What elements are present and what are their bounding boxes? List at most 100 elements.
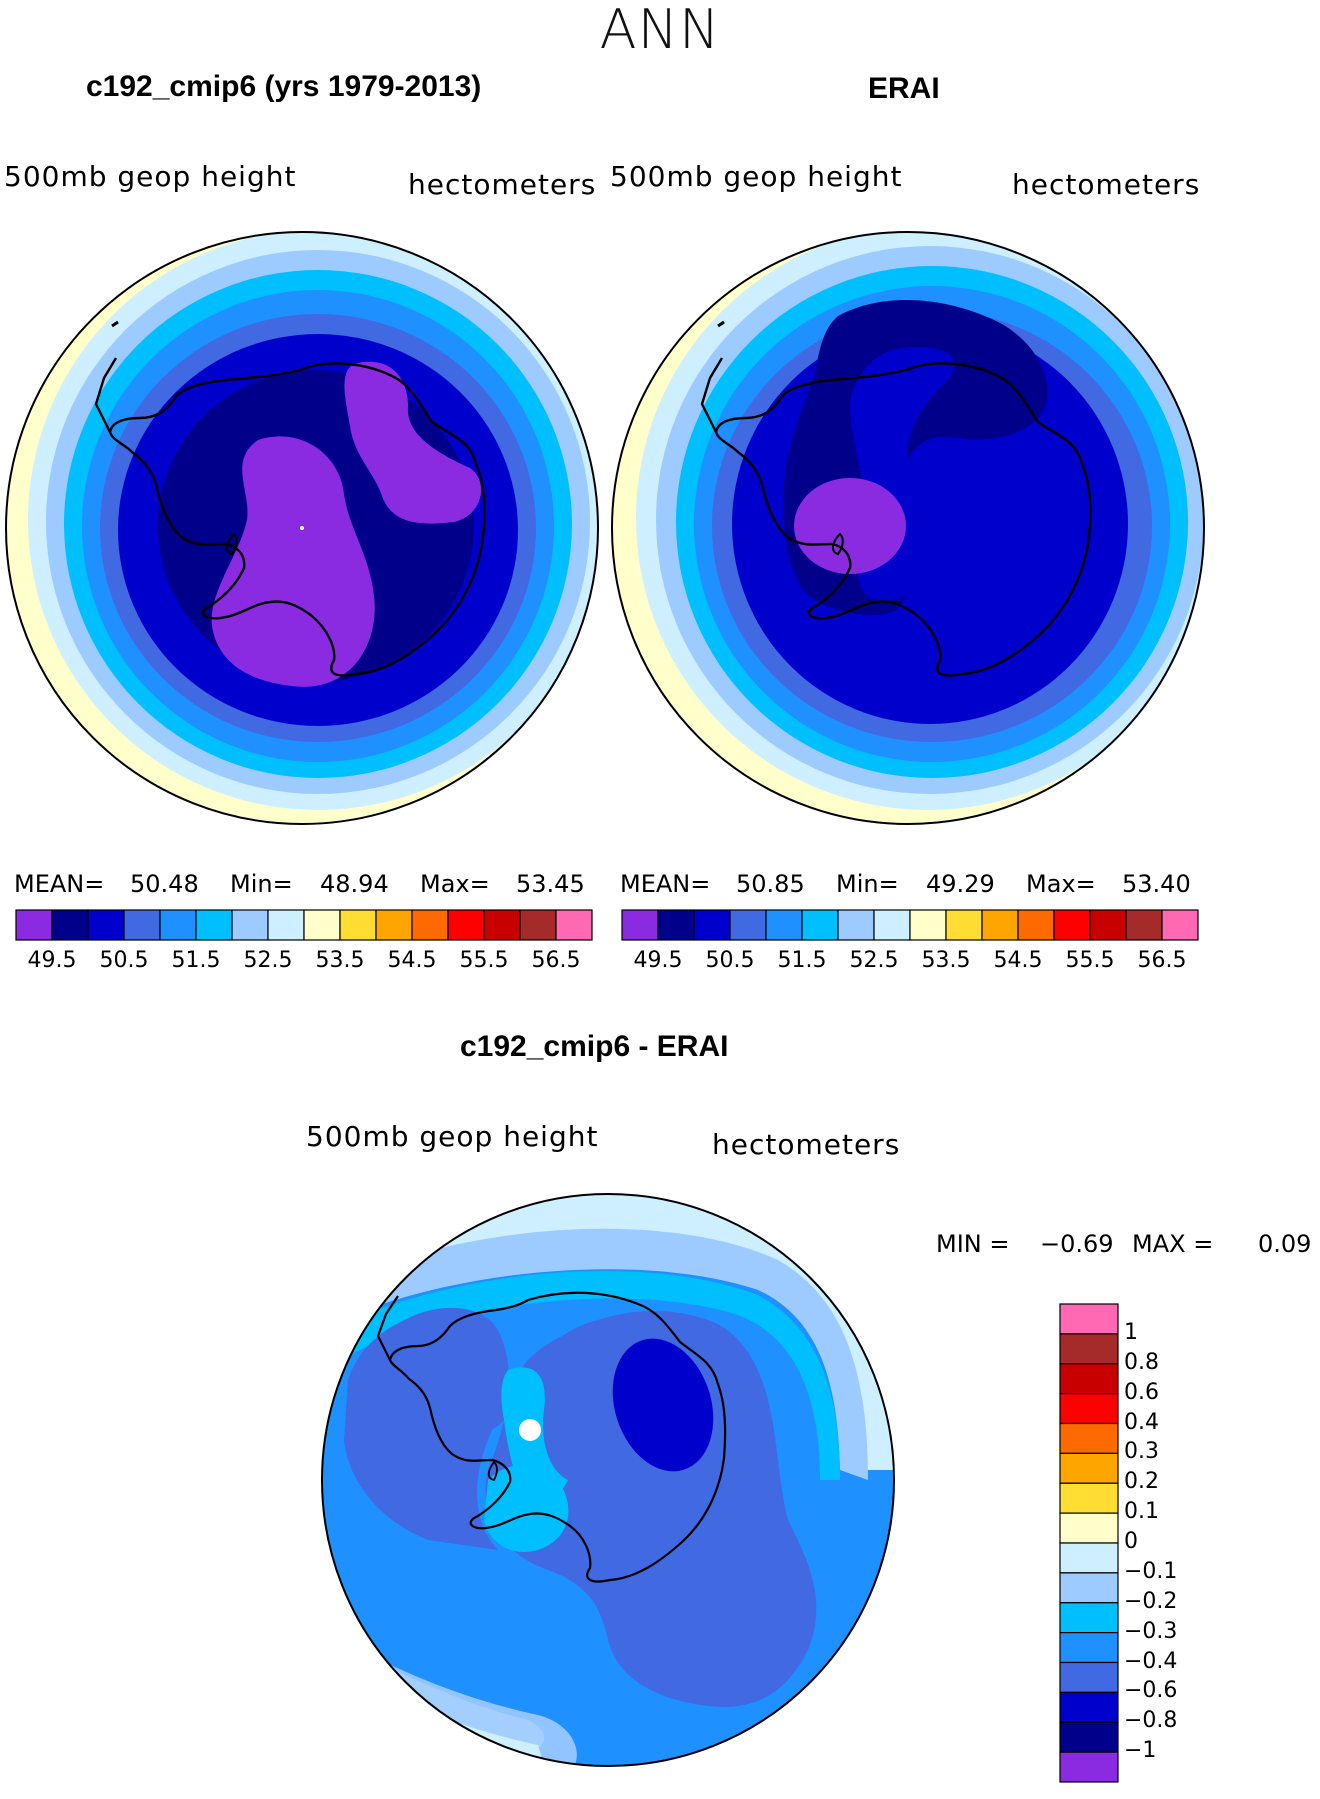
diff-colorbar-tick-label: 0.2 [1124,1469,1159,1495]
diff-colorbar-tick-label: 0 [1124,1529,1138,1554]
diff-colorbar-swatch [1059,1422,1119,1454]
left-colorbar-swatch [267,909,305,941]
right-colorbar-ticks: 49.5 50.5 51.5 52.5 53.5 54.5 55.5 56.5 [606,948,1216,978]
diff-max-value: 0.09 [1258,1230,1312,1258]
left-colorbar-swatch [447,909,485,941]
right-colorbar-tick-label: 54.5 [993,948,1043,973]
left-max-label: Max= [420,870,490,898]
diff-colorbar-swatch [1059,1303,1119,1335]
diff-colorbar-swatch [1059,1542,1119,1574]
left-colorbar-swatch [195,909,233,941]
right-colorbar-swatch [1089,909,1127,941]
diff-max-label: MAX = [1132,1230,1214,1258]
left-colorbar-swatch [15,909,53,941]
diff-min-label: MIN = [936,1230,1010,1258]
left-variable-label: 500mb geop height [4,160,297,193]
right-colorbar-swatch [693,909,731,941]
diff-colorbar-swatch [1059,1512,1119,1544]
left-polar-map [5,231,599,825]
left-colorbar-swatch [87,909,125,941]
diff-panel-title: c192_cmip6 - ERAI [460,1030,729,1063]
diff-colorbar-swatch [1059,1333,1119,1365]
left-colorbar-tick-label: 54.5 [387,948,437,973]
right-colorbar-tick-label: 51.5 [777,948,827,973]
left-colorbar-swatch [303,909,341,941]
diff-colorbar-tick-label: 0.3 [1124,1439,1159,1465]
right-colorbar-tick-label: 55.5 [1065,948,1115,973]
right-mean-value: 50.85 [736,870,805,898]
diff-colorbar-swatch [1059,1691,1119,1723]
diff-colorbar-swatch [1059,1602,1119,1634]
left-colorbar-swatch [339,909,377,941]
left-mean-label: MEAN= [14,870,105,898]
right-colorbar-swatch [945,909,983,941]
right-variable-label: 500mb geop height [610,160,903,193]
right-colorbar-tick-label: 52.5 [849,948,899,973]
right-panel-title: ERAI [868,72,940,105]
diff-colorbar-swatch [1059,1363,1119,1395]
right-polar-map [611,231,1205,825]
left-colorbar-swatch [483,909,521,941]
diff-polar-map [321,1193,895,1767]
left-colorbar-swatch [555,909,593,941]
right-colorbar-swatch [981,909,1019,941]
right-colorbar-tick-label: 56.5 [1137,948,1187,973]
right-min-value: 49.29 [926,870,995,898]
left-colorbar-swatch [231,909,269,941]
right-colorbar-tick-label: 49.5 [633,948,683,973]
diff-colorbar-swatch [1059,1661,1119,1693]
right-colorbar-tick-label: 50.5 [705,948,755,973]
diff-colorbar-tick-label: 0.6 [1124,1379,1159,1405]
right-colorbar-swatch [765,909,803,941]
right-colorbar-swatch [1053,909,1091,941]
diff-min-value: −0.69 [1040,1230,1114,1258]
left-colorbar-tick-label: 52.5 [243,948,293,973]
diff-colorbar-swatch [1059,1721,1119,1753]
right-max-label: Max= [1026,870,1096,898]
left-colorbar-swatch [51,909,89,941]
diff-units-label: hectometers [712,1128,901,1161]
right-colorbar-tick-label: 53.5 [921,948,971,973]
left-panel-title: c192_cmip6 (yrs 1979-2013) [86,70,482,103]
left-colorbar-tick-label: 53.5 [315,948,365,973]
left-colorbar-swatch [411,909,449,941]
right-min-label: Min= [836,870,899,898]
diff-colorbar-tick-label: −1 [1124,1738,1157,1764]
left-mean-value: 50.48 [130,870,199,898]
left-colorbar-swatch [123,909,161,941]
right-colorbar [621,909,1199,941]
left-colorbar [15,909,593,941]
diff-colorbar-tick-label: 0.1 [1124,1499,1159,1525]
diff-colorbar-tick-label: −0.8 [1124,1708,1178,1734]
left-max-value: 53.45 [516,870,585,898]
left-colorbar-swatch [159,909,197,941]
left-colorbar-tick-label: 56.5 [531,948,581,973]
diff-colorbar-tick-label: −0.4 [1124,1648,1178,1674]
diff-colorbar-swatch [1059,1482,1119,1514]
diff-colorbar-swatch [1059,1751,1119,1783]
left-colorbar-tick-label: 51.5 [171,948,221,973]
diff-colorbar-swatch [1059,1452,1119,1484]
diff-colorbar-tick-label: −0.3 [1124,1618,1178,1644]
left-colorbar-ticks: 49.5 50.5 51.5 52.5 53.5 54.5 55.5 56.5 [0,948,610,978]
left-colorbar-tick-label: 50.5 [99,948,149,973]
right-colorbar-swatch [873,909,911,941]
right-colorbar-swatch [801,909,839,941]
diff-colorbar-tick-label: 1 [1124,1319,1138,1345]
right-colorbar-swatch [1125,909,1163,941]
left-colorbar-swatch [375,909,413,941]
left-colorbar-tick-label: 55.5 [459,948,509,973]
right-units-label: hectometers [1012,168,1201,201]
diff-colorbar-swatch [1059,1393,1119,1425]
right-colorbar-swatch [1161,909,1199,941]
right-colorbar-swatch [1017,909,1055,941]
diff-colorbar-swatch [1059,1572,1119,1604]
right-colorbar-swatch [621,909,659,941]
figure-title: ANN [599,0,721,61]
left-colorbar-swatch [519,909,557,941]
diff-colorbar [1059,1303,1119,1783]
left-units-label: hectometers [408,168,597,201]
diff-colorbar-tick-label: −0.6 [1124,1678,1178,1704]
diff-variable-label: 500mb geop height [306,1120,599,1153]
right-colorbar-swatch [837,909,875,941]
